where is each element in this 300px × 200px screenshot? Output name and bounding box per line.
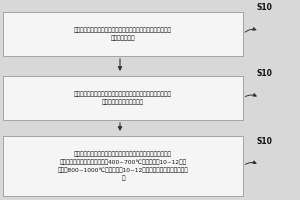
Text: 将废旧磷酸铁锂电池的正极片在第一清洗液中超声清洗，得到清
洗后的正极片；: 将废旧磷酸铁锂电池的正极片在第一清洗液中超声清洗，得到清 洗后的正极片；	[74, 27, 172, 41]
Text: 将所述清洗后的正极片在第二清洗液中超声清洗，以使正极片的
正极材料从集流体上脱离；: 将所述清洗后的正极片在第二清洗液中超声清洗，以使正极片的 正极材料从集流体上脱离…	[74, 91, 172, 105]
FancyBboxPatch shape	[3, 76, 243, 120]
FancyBboxPatch shape	[3, 136, 243, 196]
Text: S10: S10	[256, 136, 272, 146]
Text: 将所述正极材料与含锂离子溶液、含磷酸根离子溶液及草酸亚铁
混合，并在惰性气体的环境下于400~700℃下保温处理10~12小时
，再于800~1000℃下保温处: 将所述正极材料与含锂离子溶液、含磷酸根离子溶液及草酸亚铁 混合，并在惰性气体的环…	[58, 151, 188, 181]
Text: S10: S10	[256, 2, 272, 11]
Text: S10: S10	[256, 70, 272, 78]
FancyBboxPatch shape	[3, 12, 243, 56]
